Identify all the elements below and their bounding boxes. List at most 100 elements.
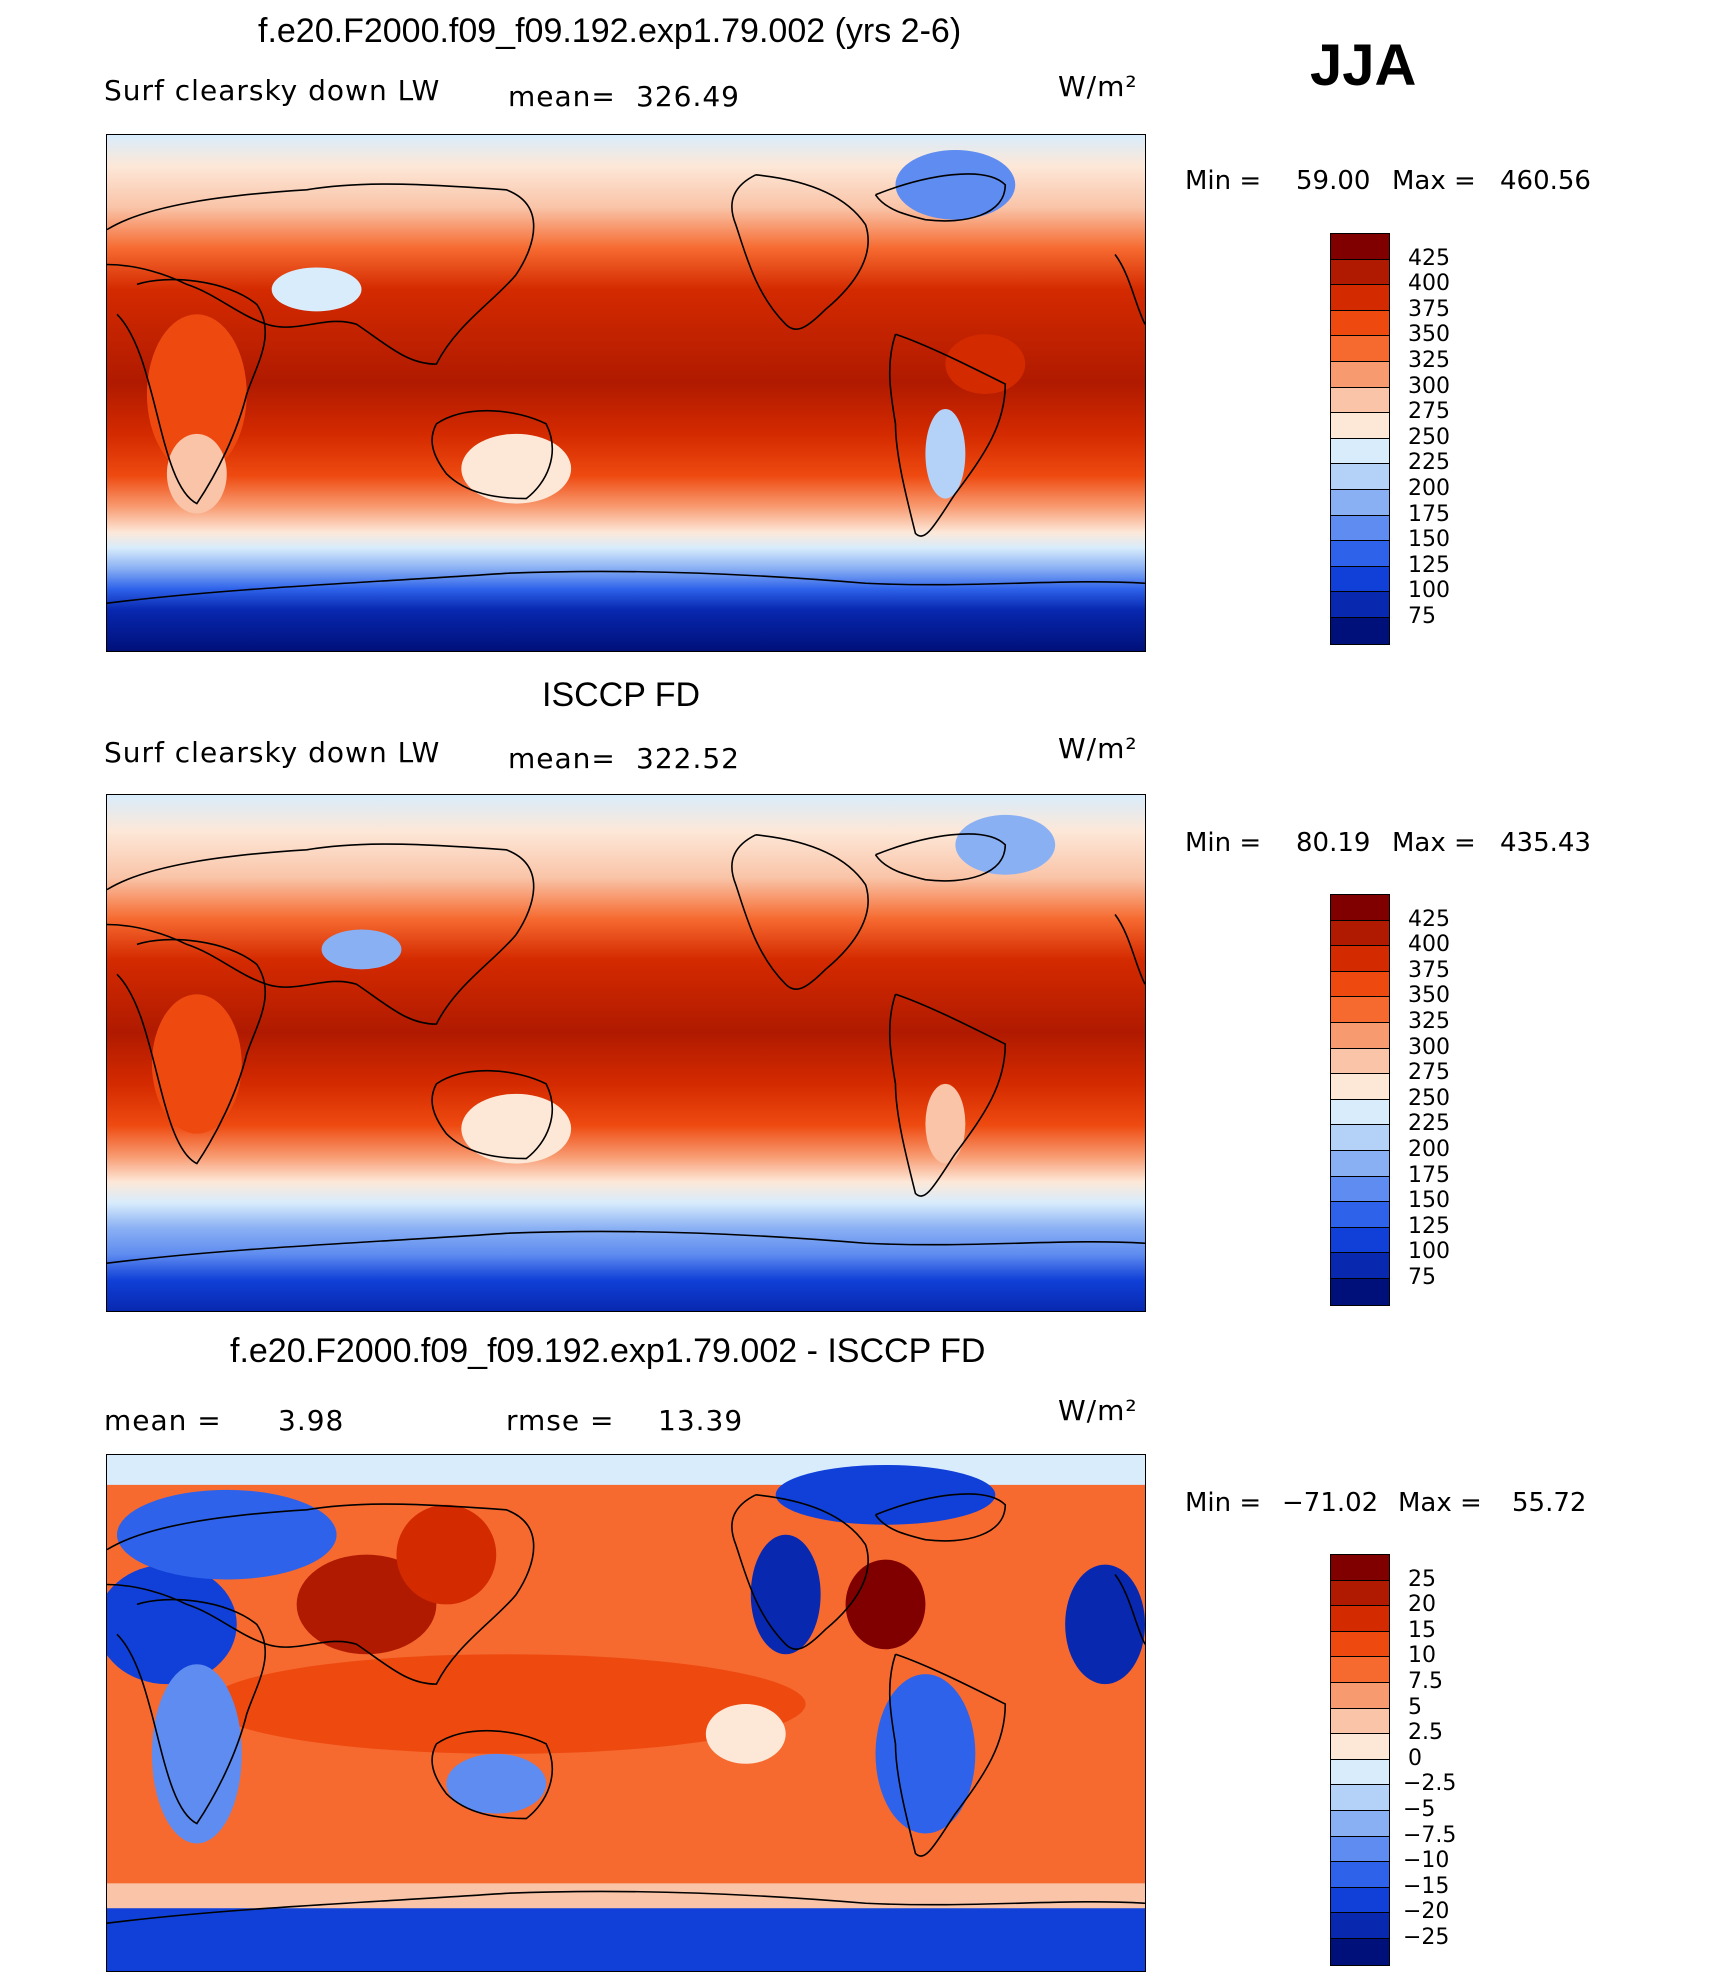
colorbar-swatch — [1331, 1555, 1389, 1581]
colorbar-swatch — [1331, 1759, 1389, 1786]
panel3-rmse-label: rmse = — [506, 1404, 615, 1437]
panel1-variable: Surf clearsky down LW — [104, 74, 441, 107]
colorbar-tick-label: 375 — [1408, 957, 1450, 983]
colorbar-swatch — [1331, 1227, 1389, 1254]
tibet-cold-region — [271, 267, 362, 312]
panel2-min-label: Min = — [1185, 828, 1262, 858]
colorbar-swatch — [1331, 489, 1389, 516]
colorbar-tick-label: 150 — [1408, 527, 1450, 553]
colorbar-swatch — [1331, 1862, 1389, 1888]
panel3-rmse-value: 13.39 — [658, 1404, 744, 1437]
colorbar-tick-label: −10 — [1403, 1848, 1450, 1874]
panel2-title: ISCCP FD — [542, 676, 701, 714]
continent-outlines — [107, 173, 1145, 604]
colorbar-swatch — [1331, 1938, 1389, 1965]
panel2-mean-value: 322.52 — [636, 742, 740, 775]
panel2-map-svg — [107, 795, 1145, 1311]
colorbar-swatch — [1331, 566, 1389, 593]
colorbar-tick-label: 175 — [1408, 501, 1450, 527]
colorbar-swatch — [1331, 1099, 1389, 1126]
tibet-cold-region — [321, 929, 402, 970]
colorbar-swatch — [1331, 997, 1389, 1023]
colorbar-swatch — [1331, 1631, 1389, 1658]
colorbar-swatch — [1331, 1202, 1389, 1228]
panel2-min-value: 80.19 — [1296, 828, 1371, 858]
colorbar-tick-label: 200 — [1408, 476, 1450, 501]
colorbar-swatch — [1331, 1125, 1389, 1151]
colorbar-swatch — [1331, 541, 1389, 567]
colorbar-tick-label: −5 — [1403, 1797, 1436, 1822]
colorbar-swatch — [1331, 1810, 1389, 1837]
panel3-max-value: 55.72 — [1512, 1488, 1587, 1518]
colorbar-swatch — [1331, 592, 1389, 618]
panel2-variable: Surf clearsky down LW — [104, 736, 441, 769]
colorbar-tick-label: 125 — [1408, 1213, 1450, 1239]
panel1-max-value: 460.56 — [1500, 166, 1591, 196]
panel1-min-value: 59.00 — [1296, 166, 1371, 196]
panel2-max-value: 435.43 — [1500, 828, 1591, 858]
colorbar-tick-label: 350 — [1408, 983, 1450, 1009]
colorbar-tick-label: 125 — [1408, 552, 1450, 578]
colorbar-tick-label: 5 — [1408, 1694, 1422, 1720]
colorbar-swatch — [1331, 438, 1389, 465]
colorbar-tick-label: 275 — [1408, 399, 1450, 425]
colorbar-swatch — [1331, 515, 1389, 542]
colorbar-swatch — [1331, 895, 1389, 921]
colorbar-swatch — [1331, 413, 1389, 439]
panel2-colorbar — [1330, 894, 1390, 1306]
colorbar-swatch — [1331, 1048, 1389, 1075]
panel3-title: f.e20.F2000.f09_f09.192.exp1.79.002 - IS… — [230, 1332, 986, 1370]
colorbar-tick-label: 425 — [1408, 245, 1450, 271]
colorbar-tick-label: 375 — [1408, 296, 1450, 322]
colorbar-tick-label: 100 — [1408, 578, 1450, 604]
panel2-mean-label: mean= — [508, 742, 616, 775]
colorbar-swatch — [1331, 1606, 1389, 1632]
panel1-mean-value: 326.49 — [636, 80, 740, 113]
colorbar-tick-label: 250 — [1408, 424, 1450, 450]
colorbar-tick-label: 15 — [1408, 1617, 1436, 1643]
colorbar-tick-label: 7.5 — [1408, 1669, 1443, 1694]
panel3-mean-value: 3.98 — [278, 1404, 345, 1437]
panel1-units: W/m² — [1058, 70, 1138, 103]
colorbar-tick-label: −25 — [1403, 1925, 1450, 1950]
colorbar-tick-label: 150 — [1408, 1188, 1450, 1214]
colorbar-swatch — [1331, 920, 1389, 947]
colorbar-swatch — [1331, 1278, 1389, 1305]
panel3-map — [106, 1454, 1146, 1972]
colorbar-tick-label: 425 — [1408, 906, 1450, 932]
colorbar-swatch — [1331, 1836, 1389, 1863]
panel3-min-label: Min = — [1185, 1488, 1262, 1518]
colorbar-tick-label: −7.5 — [1403, 1822, 1457, 1848]
panel3-colorbar — [1330, 1554, 1390, 1966]
europe-negative-anomaly — [107, 1564, 237, 1685]
colorbar-swatch — [1331, 1887, 1389, 1914]
panel3-units: W/m² — [1058, 1394, 1138, 1427]
colorbar-swatch — [1331, 1734, 1389, 1760]
colorbar-tick-label: 325 — [1408, 348, 1450, 373]
colorbar-swatch — [1331, 1022, 1389, 1049]
panel3-min-value: −71.02 — [1282, 1488, 1379, 1518]
colorbar-tick-label: 100 — [1408, 1239, 1450, 1265]
colorbar-tick-label: 275 — [1408, 1060, 1450, 1086]
colorbar-swatch — [1331, 234, 1389, 260]
panel1-min-label: Min = — [1185, 166, 1262, 196]
asia-positive-anomaly — [296, 1554, 437, 1655]
colorbar-tick-label: 20 — [1408, 1592, 1436, 1618]
panel1-map — [106, 134, 1146, 652]
colorbar-tick-label: 225 — [1408, 450, 1450, 476]
colorbar-tick-label: 400 — [1408, 271, 1450, 297]
colorbar-swatch — [1331, 361, 1389, 388]
panel3-max-label: Max = — [1398, 1488, 1482, 1518]
colorbar-swatch — [1331, 310, 1389, 337]
continent-outlines — [107, 1493, 1145, 1924]
panel2-units: W/m² — [1058, 732, 1138, 765]
season-label: JJA — [1310, 33, 1417, 98]
colorbar-tick-label: 75 — [1408, 1265, 1436, 1290]
colorbar-tick-label: 300 — [1408, 1034, 1450, 1060]
colorbar-tick-label: 75 — [1408, 604, 1436, 629]
panel1-max-label: Max = — [1392, 166, 1476, 196]
colorbar-swatch — [1331, 1913, 1389, 1939]
panel1-title: f.e20.F2000.f09_f09.192.exp1.79.002 (yrs… — [258, 12, 962, 50]
colorbar-swatch — [1331, 259, 1389, 286]
colorbar-tick-label: 300 — [1408, 373, 1450, 399]
